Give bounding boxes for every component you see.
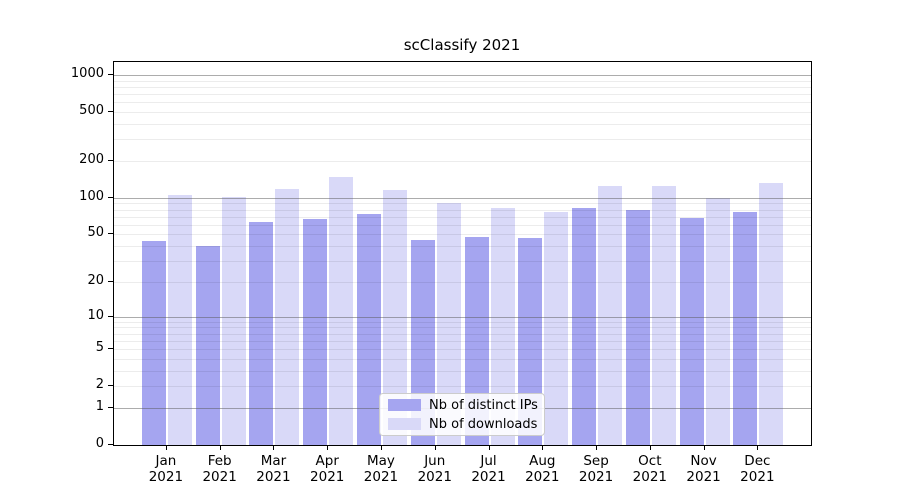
gridline-minor-300 [114, 139, 811, 141]
x-tick-sep [596, 445, 598, 450]
bar-sep-distinct-ips [572, 208, 597, 445]
gridline-minor-700 [114, 94, 811, 96]
gridline-minor-70 [114, 216, 811, 218]
y-tick-5 [108, 348, 113, 350]
bar-oct-distinct-ips [625, 209, 650, 445]
gridline-minor-90 [114, 203, 811, 205]
bar-feb-distinct-ips [195, 246, 220, 445]
gridline-minor-900 [114, 80, 811, 82]
gridline-minor-40 [114, 246, 811, 248]
x-tick-apr [327, 445, 329, 450]
bar-may-distinct-ips [356, 213, 381, 445]
gridline-minor-3 [114, 370, 811, 372]
y-tick-label-2: 2 [95, 377, 104, 393]
y-tick-label-200: 200 [79, 152, 104, 168]
y-tick-0 [108, 444, 113, 445]
y-tick-label-50: 50 [87, 225, 104, 241]
gridline-minor-60 [114, 224, 811, 226]
x-tick-jul [488, 445, 490, 450]
x-tick-label-jun: Jun 2021 [417, 453, 452, 485]
legend-item-distinct-ips: Nb of distinct IPs [388, 397, 538, 413]
x-tick-nov [703, 445, 705, 450]
bar-apr-downloads [329, 177, 354, 445]
x-tick-jan [165, 445, 167, 450]
bar-jan-distinct-ips [141, 241, 166, 445]
bar-oct-downloads [651, 185, 676, 445]
x-tick-label-feb: Feb 2021 [202, 453, 237, 485]
bar-nov-distinct-ips [679, 217, 704, 445]
legend-label-downloads: Nb of downloads [429, 416, 538, 432]
y-tick-1 [108, 406, 113, 408]
x-tick-label-nov: Nov 2021 [686, 453, 721, 485]
gridline-minor-50 [114, 234, 811, 236]
x-tick-dec [757, 445, 759, 450]
y-tick-100 [108, 196, 113, 198]
gridline-major-100 [114, 197, 811, 199]
bar-aug-downloads [544, 212, 569, 445]
bar-nov-downloads [705, 197, 730, 445]
y-tick-label-100: 100 [79, 188, 104, 204]
gridline-minor-2 [114, 386, 811, 388]
y-tick-10 [108, 315, 113, 317]
x-tick-label-mar: Mar 2021 [256, 453, 291, 485]
x-tick-label-aug: Aug 2021 [525, 453, 560, 485]
y-tick-500 [108, 111, 113, 113]
y-tick-50 [108, 233, 113, 235]
gridline-minor-500 [114, 112, 811, 114]
bar-apr-distinct-ips [303, 219, 328, 445]
legend-item-downloads: Nb of downloads [388, 416, 538, 432]
gridline-minor-80 [114, 209, 811, 211]
gridline-minor-5 [114, 349, 811, 351]
legend-swatch-ips-icon [388, 399, 421, 411]
bar-sep-downloads [598, 185, 623, 445]
y-tick-label-500: 500 [79, 103, 104, 119]
bar-dec-distinct-ips [733, 212, 758, 445]
gridline-minor-800 [114, 86, 811, 88]
y-tick-20 [108, 280, 113, 282]
x-tick-may [380, 445, 382, 450]
x-tick-aug [542, 445, 544, 450]
y-tick-label-1000: 1000 [70, 66, 104, 82]
legend-swatch-downloads-icon [388, 418, 421, 430]
gridline-minor-200 [114, 161, 811, 163]
y-tick-2 [108, 385, 113, 387]
gridline-minor-600 [114, 102, 811, 104]
bar-feb-downloads [221, 196, 246, 445]
x-tick-label-apr: Apr 2021 [310, 453, 345, 485]
gridline-minor-4 [114, 358, 811, 360]
gridline-minor-400 [114, 124, 811, 126]
y-tick-label-1: 1 [95, 398, 104, 414]
x-tick-label-jan: Jan 2021 [148, 453, 184, 485]
legend-label-distinct-ips: Nb of distinct IPs [429, 397, 538, 413]
y-tick-label-0: 0 [95, 436, 104, 451]
x-tick-label-jul: Jul 2021 [471, 453, 506, 485]
chart-title: scClassify 2021 [403, 36, 521, 54]
plot-area [113, 61, 812, 446]
gridline-minor-8 [114, 327, 811, 329]
gridline-minor-9 [114, 321, 811, 323]
x-tick-label-sep: Sep 2021 [578, 453, 614, 485]
x-tick-label-oct: Oct 2021 [632, 453, 667, 485]
y-tick-label-20: 20 [87, 272, 104, 288]
x-tick-mar [273, 445, 275, 450]
y-tick-200 [108, 160, 113, 162]
x-tick-jun [434, 445, 436, 450]
gridline-minor-6 [114, 340, 811, 342]
gridline-minor-30 [114, 261, 811, 263]
bar-jan-downloads [167, 195, 192, 445]
bar-dec-downloads [759, 183, 784, 445]
x-tick-label-may: May 2021 [363, 453, 399, 485]
x-tick-label-dec: Dec 2021 [740, 453, 775, 485]
y-tick-1000 [108, 74, 113, 76]
x-tick-oct [649, 445, 651, 450]
x-tick-feb [219, 445, 221, 450]
gridline-minor-7 [114, 333, 811, 335]
legend: Nb of distinct IPs Nb of downloads [379, 393, 545, 436]
y-tick-label-5: 5 [95, 340, 104, 356]
gridline-major-10 [114, 316, 811, 318]
gridline-major-1000 [114, 75, 811, 77]
y-tick-label-10: 10 [87, 307, 104, 323]
gridline-minor-20 [114, 281, 811, 283]
